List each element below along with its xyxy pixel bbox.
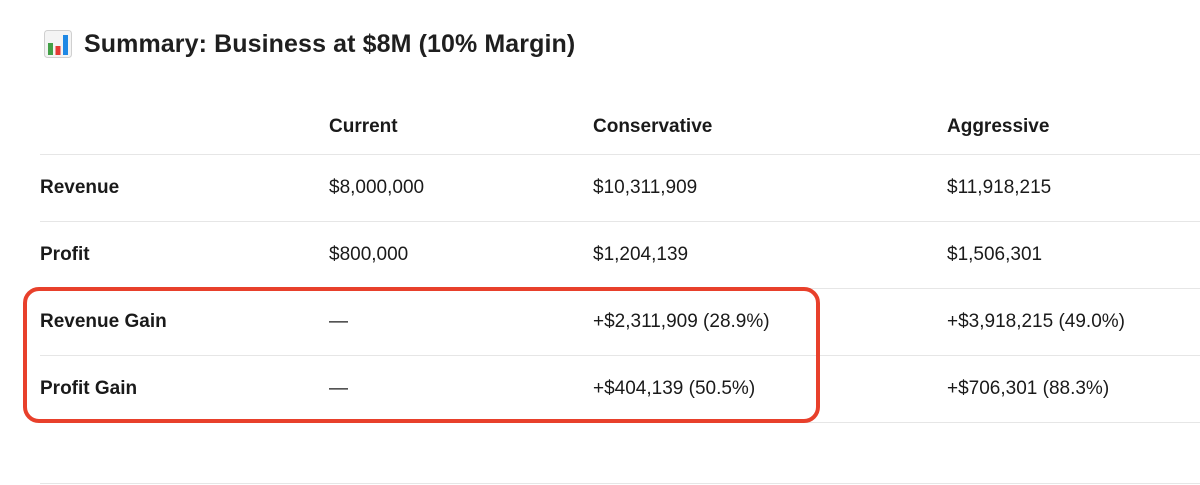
cell-aggressive: $1,506,301 xyxy=(947,244,1043,265)
cell-conservative: +$404,139 (50.5%) xyxy=(593,378,756,399)
table-row-profit: Profit $800,000 $1,204,139 $1,506,301 xyxy=(40,222,1200,289)
column-header-aggressive: Aggressive xyxy=(947,116,1050,137)
cell-current: $800,000 xyxy=(329,244,409,265)
row-label: Profit xyxy=(40,244,90,265)
cell-aggressive: +$706,301 (88.3%) xyxy=(947,378,1110,399)
summary-heading: Summary: Business at $8M (10% Margin) xyxy=(44,26,575,62)
row-label: Revenue Gain xyxy=(40,311,167,332)
divider xyxy=(40,483,1200,484)
column-header-current: Current xyxy=(329,116,398,137)
row-label: Revenue xyxy=(40,177,120,198)
summary-table: Current Conservative Aggressive Revenue … xyxy=(40,96,1200,423)
table-row-revenue: Revenue $8,000,000 $10,311,909 $11,918,2… xyxy=(40,155,1200,222)
column-header-conservative: Conservative xyxy=(593,116,713,137)
row-label: Profit Gain xyxy=(40,378,138,399)
cell-aggressive: +$3,918,215 (49.0%) xyxy=(947,311,1125,332)
cell-current: — xyxy=(329,311,348,332)
cell-conservative: +$2,311,909 (28.9%) xyxy=(593,311,770,332)
bar-chart-icon xyxy=(44,30,72,58)
table-header-row: Current Conservative Aggressive xyxy=(40,96,1200,155)
table-row-revenue-gain: Revenue Gain — +$2,311,909 (28.9%) +$3,9… xyxy=(40,289,1200,356)
cell-current: — xyxy=(329,378,348,399)
page-title: Summary: Business at $8M (10% Margin) xyxy=(84,29,576,58)
table-row-profit-gain: Profit Gain — +$404,139 (50.5%) +$706,30… xyxy=(40,356,1200,423)
cell-current: $8,000,000 xyxy=(329,177,425,198)
cell-aggressive: $11,918,215 xyxy=(947,177,1052,198)
cell-conservative: $10,311,909 xyxy=(593,177,698,198)
cell-conservative: $1,204,139 xyxy=(593,244,689,265)
